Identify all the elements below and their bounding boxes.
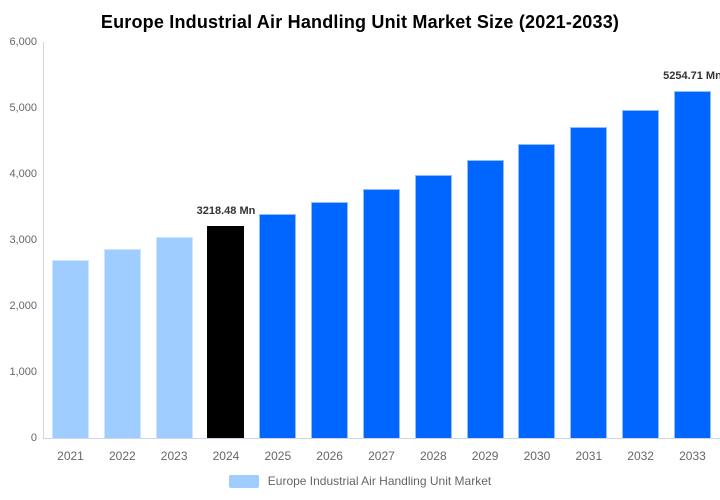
bar-2029[interactable] (466, 160, 504, 438)
x-tick-label-2024: 2024 (212, 449, 240, 463)
bar-2028[interactable] (414, 174, 452, 438)
bar-2021[interactable] (52, 259, 89, 438)
x-tick-label-2021: 2021 (57, 449, 84, 463)
y-tick-label: 4,000 (9, 168, 37, 180)
x-tick-label-2027: 2027 (368, 449, 395, 463)
x-tick-label-2029: 2029 (471, 449, 499, 463)
bar-2026[interactable] (311, 202, 349, 438)
x-tick-label-2032: 2032 (627, 449, 654, 463)
data-label-2024: 3218.48 Mn (196, 204, 256, 217)
y-tick-label: 6,000 (9, 36, 37, 48)
x-tick-label-2031: 2031 (575, 449, 603, 463)
chart-title: Europe Industrial Air Handling Unit Mark… (100, 12, 620, 32)
x-tick-label-2022: 2022 (108, 449, 136, 463)
y-tick-label: 2,000 (9, 300, 37, 312)
y-axis-line (43, 42, 44, 438)
y-tick-label: 0 (30, 432, 37, 444)
data-label-2033: 5254.71 Mn (663, 70, 720, 83)
legend-item[interactable]: Europe Industrial Air Handling Unit Mark… (0, 471, 720, 491)
bar-2024[interactable] (207, 225, 245, 438)
x-tick-label-2033: 2033 (679, 449, 706, 463)
bar-2033[interactable] (673, 91, 711, 438)
bar-2022[interactable] (103, 248, 141, 438)
bar-2027[interactable] (362, 189, 400, 438)
bar-2025[interactable] (259, 214, 297, 438)
x-tick-label-2026: 2026 (316, 449, 343, 463)
y-tick-label: 3,000 (9, 234, 37, 246)
x-tick-label-2025: 2025 (264, 449, 292, 463)
bar-2023[interactable] (155, 237, 193, 438)
bar-2031[interactable] (570, 127, 608, 438)
legend-swatch (228, 474, 259, 488)
bar-2032[interactable] (622, 109, 660, 438)
legend-label: Europe Industrial Air Handling Unit Mark… (267, 474, 492, 488)
y-tick-label: 5,000 (9, 102, 37, 114)
x-axis-line (43, 438, 720, 439)
x-tick-label-2028: 2028 (419, 449, 447, 463)
bar-2030[interactable] (518, 143, 556, 438)
x-tick-label-2030: 2030 (523, 449, 551, 463)
x-tick-label-2023: 2023 (160, 449, 188, 463)
y-tick-label: 1,000 (9, 366, 37, 378)
